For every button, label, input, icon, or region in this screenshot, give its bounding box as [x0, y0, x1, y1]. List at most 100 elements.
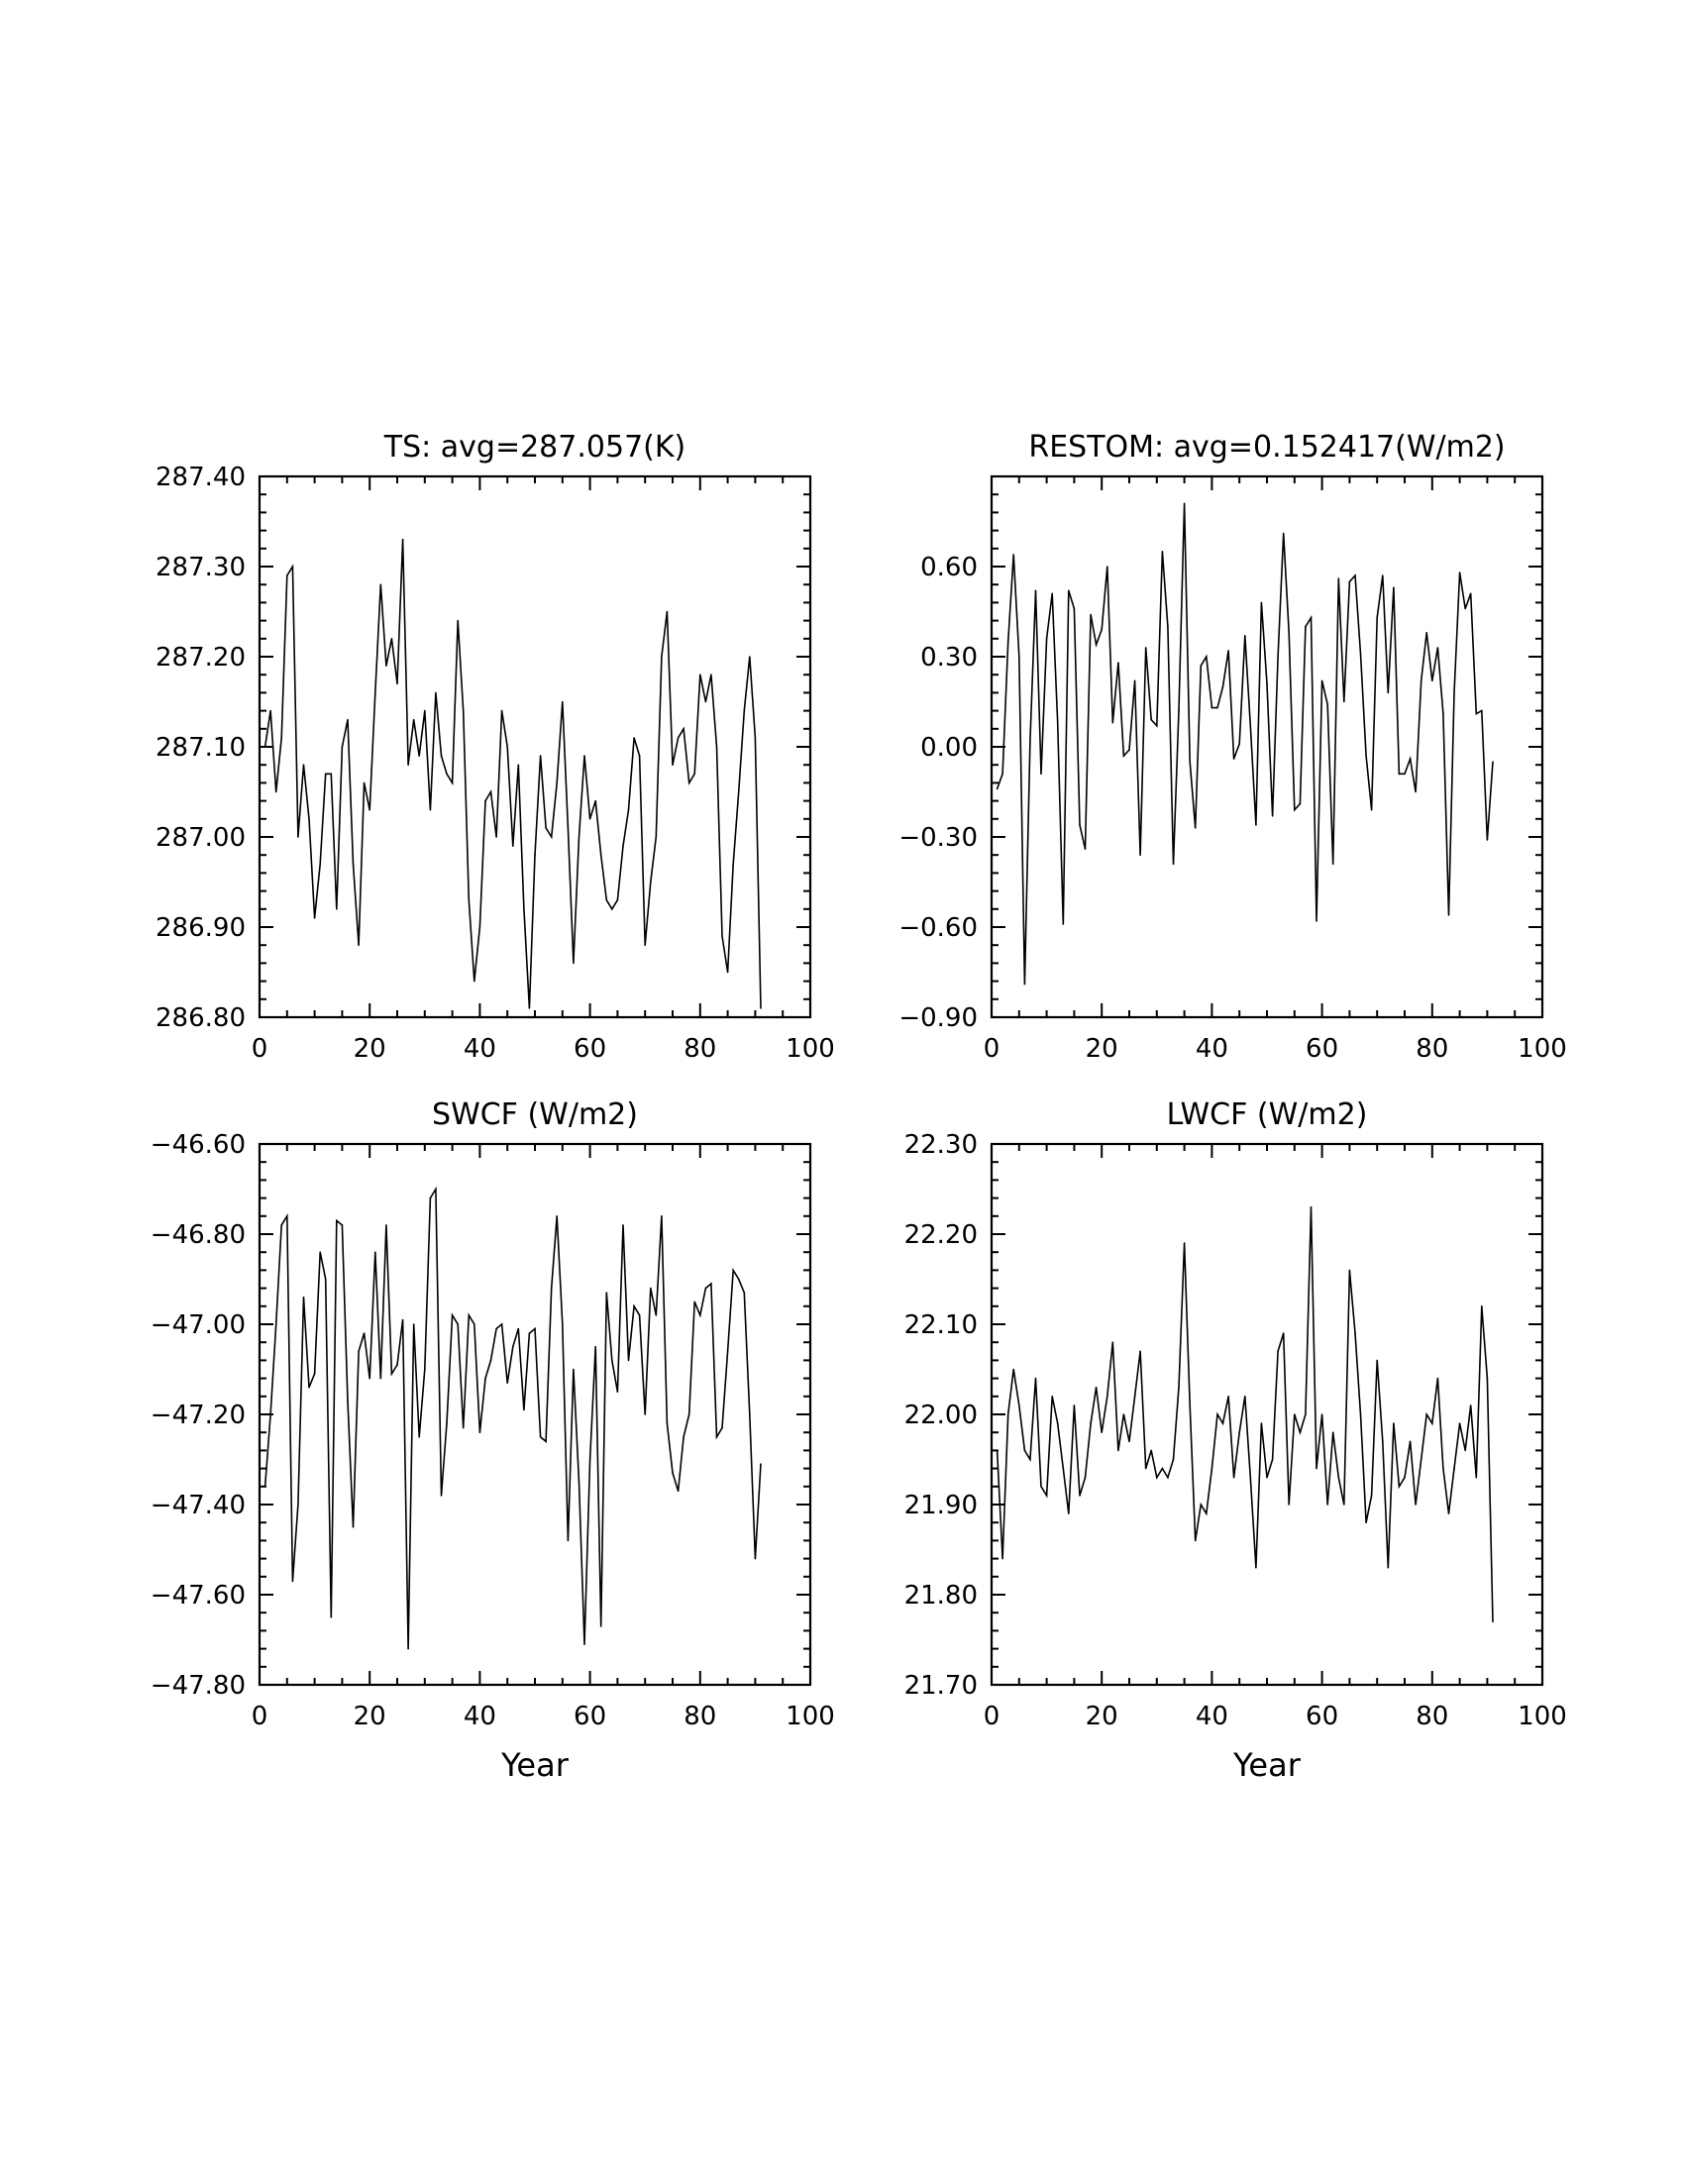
chart-panel-2: RESTOM: avg=0.152417(W/m2) 0 20 40 60 80 100 −0… — [898, 430, 1567, 1064]
data-point — [390, 1373, 393, 1375]
y-tick-label: −47.60 — [151, 1581, 246, 1611]
data-point — [661, 1215, 663, 1217]
data-point — [1101, 628, 1103, 631]
data-point — [588, 1458, 591, 1461]
data-point — [1133, 679, 1136, 682]
data-point — [1425, 1413, 1427, 1415]
data-point — [379, 1377, 382, 1380]
data-point — [418, 1436, 421, 1438]
data-point — [1376, 1359, 1378, 1362]
data-point — [1348, 580, 1351, 582]
x-tick-label: 60 — [1306, 1034, 1338, 1064]
y-tick-label: 287.20 — [156, 643, 246, 673]
y-tick-label: −47.00 — [151, 1310, 246, 1340]
x-tick-label: 20 — [354, 1034, 386, 1064]
data-point — [1111, 721, 1114, 724]
x-tick-label: 100 — [1518, 1702, 1567, 1731]
data-point — [1316, 920, 1317, 922]
data-point — [1232, 758, 1235, 760]
data-point — [297, 1504, 299, 1506]
y-tick-label: 286.80 — [156, 1003, 246, 1033]
data-point — [710, 674, 712, 676]
data-point — [302, 1296, 305, 1299]
data-point — [1255, 1566, 1257, 1569]
data-point — [710, 1283, 712, 1285]
data-point — [1079, 1495, 1081, 1497]
data-point — [263, 1486, 266, 1488]
data-point — [1084, 848, 1087, 850]
data-point — [440, 755, 443, 757]
data-point — [996, 787, 999, 790]
data-point — [523, 908, 525, 910]
data-point — [495, 1327, 497, 1330]
x-axis-label: Year — [500, 1746, 570, 1784]
data-point — [754, 1557, 757, 1560]
data-point — [1486, 839, 1489, 841]
y-tick-label: −46.80 — [151, 1220, 246, 1250]
x-tick-label: 100 — [786, 1702, 835, 1731]
data-point — [1101, 1431, 1103, 1433]
data-point — [622, 845, 624, 847]
data-point — [1133, 1396, 1136, 1398]
plot-frame — [990, 474, 1544, 1019]
data-point — [1084, 1476, 1087, 1479]
data-point — [556, 781, 558, 784]
data-point — [1172, 1458, 1175, 1461]
data-point — [672, 1472, 674, 1474]
chart-title: SWCF (W/m2) — [432, 1097, 638, 1132]
data-point — [550, 836, 553, 838]
data-point — [280, 1224, 283, 1226]
data-point — [1167, 1476, 1169, 1479]
data-point — [1398, 773, 1401, 776]
data-point — [699, 1314, 701, 1316]
chart-title: TS: avg=287.057(K) — [383, 430, 685, 465]
data-point — [440, 1495, 443, 1497]
data-point — [715, 746, 718, 748]
data-point — [319, 1251, 322, 1253]
chart-title: LWCF (W/m2) — [1167, 1097, 1368, 1132]
data-point — [1288, 631, 1290, 634]
data-point — [407, 1647, 409, 1650]
data-point — [627, 808, 630, 811]
data-point — [1486, 1377, 1489, 1380]
chart-panel-3: SWCF (W/m2) 0 20 40 60 80 100 −47.80 −47.60 −47.4… — [151, 1097, 835, 1784]
data-point — [1469, 592, 1472, 595]
data-point — [1343, 700, 1345, 703]
data-point — [308, 1386, 310, 1389]
data-point — [424, 1368, 426, 1371]
x-tick-label: 80 — [684, 1702, 716, 1731]
data-point — [412, 718, 415, 721]
data-point — [1469, 1404, 1472, 1406]
data-point — [721, 935, 723, 937]
data-point — [1001, 773, 1003, 776]
x-axis-label: Year — [1232, 1746, 1302, 1784]
data-point — [562, 1323, 564, 1325]
data-point — [407, 764, 409, 766]
data-point — [396, 1364, 398, 1366]
data-point — [1271, 815, 1274, 817]
data-point — [1376, 616, 1378, 619]
data-point — [1068, 1512, 1070, 1514]
data-point — [578, 836, 580, 838]
data-point — [401, 538, 404, 541]
data-point — [1310, 616, 1313, 619]
data-point — [1282, 1332, 1285, 1334]
y-tick-label: 22.00 — [904, 1401, 978, 1430]
data-point — [390, 638, 393, 640]
data-point — [1425, 631, 1427, 634]
data-point — [291, 1580, 294, 1583]
data-point — [396, 682, 398, 685]
data-point — [478, 1431, 481, 1433]
data-point — [1447, 1512, 1450, 1514]
y-tick-label: 0.00 — [920, 733, 978, 763]
data-point — [1266, 682, 1268, 685]
data-point — [583, 755, 585, 757]
y-tick-label: −0.60 — [898, 913, 978, 943]
data-point — [1458, 572, 1461, 573]
data-point — [435, 691, 437, 694]
data-point — [368, 808, 371, 811]
data-point — [1420, 1458, 1422, 1461]
data-point — [599, 1625, 602, 1627]
data-point — [363, 781, 366, 784]
